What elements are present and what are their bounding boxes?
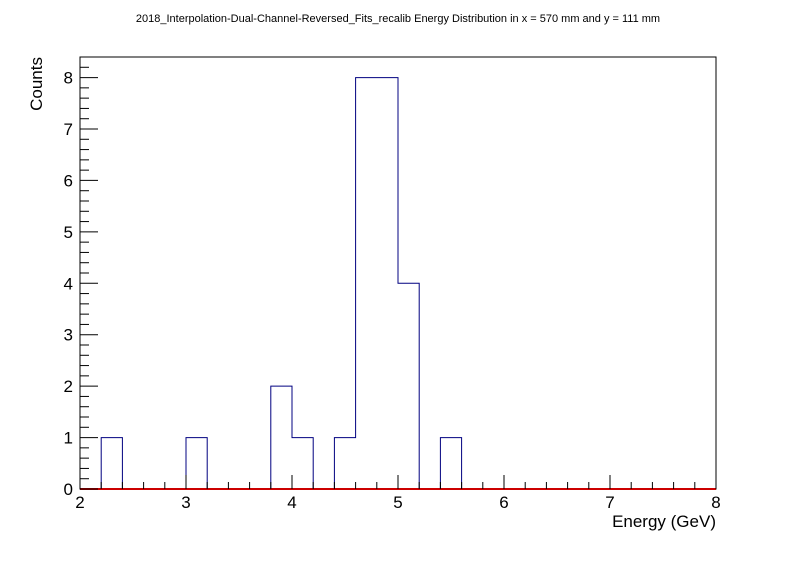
chart-title: 2018_Interpolation-Dual-Channel-Reversed…	[135, 13, 661, 25]
x-tick-label: 5	[393, 493, 402, 512]
y-tick-label: 6	[64, 171, 73, 190]
x-axis-label: Energy (GeV)	[612, 512, 716, 531]
histogram-bin	[440, 438, 461, 489]
y-tick-label: 4	[64, 274, 73, 293]
y-tick-label: 5	[64, 223, 73, 242]
histogram-bin	[271, 386, 292, 489]
histogram-bin	[356, 78, 377, 489]
x-tick-label: 8	[711, 493, 720, 512]
y-tick-label: 7	[64, 120, 73, 139]
x-tick-label: 6	[499, 493, 508, 512]
y-tick-label: 2	[64, 377, 73, 396]
x-tick-label: 3	[181, 493, 190, 512]
x-tick-label: 4	[287, 493, 296, 512]
histogram-bin	[186, 438, 207, 489]
y-axis-label: Counts	[27, 57, 46, 111]
histogram-bin	[398, 283, 419, 489]
histogram-bin	[334, 438, 355, 489]
y-tick-label: 0	[64, 480, 73, 499]
histogram-bin	[377, 78, 398, 489]
histogram-bin	[292, 438, 313, 489]
x-tick-label: 2	[75, 493, 84, 512]
y-tick-label: 8	[64, 69, 73, 88]
histogram-outline	[80, 77, 716, 490]
histogram-bin	[101, 438, 122, 489]
y-tick-label: 1	[64, 429, 73, 448]
y-tick-label: 3	[64, 326, 73, 345]
x-tick-label: 7	[605, 493, 614, 512]
